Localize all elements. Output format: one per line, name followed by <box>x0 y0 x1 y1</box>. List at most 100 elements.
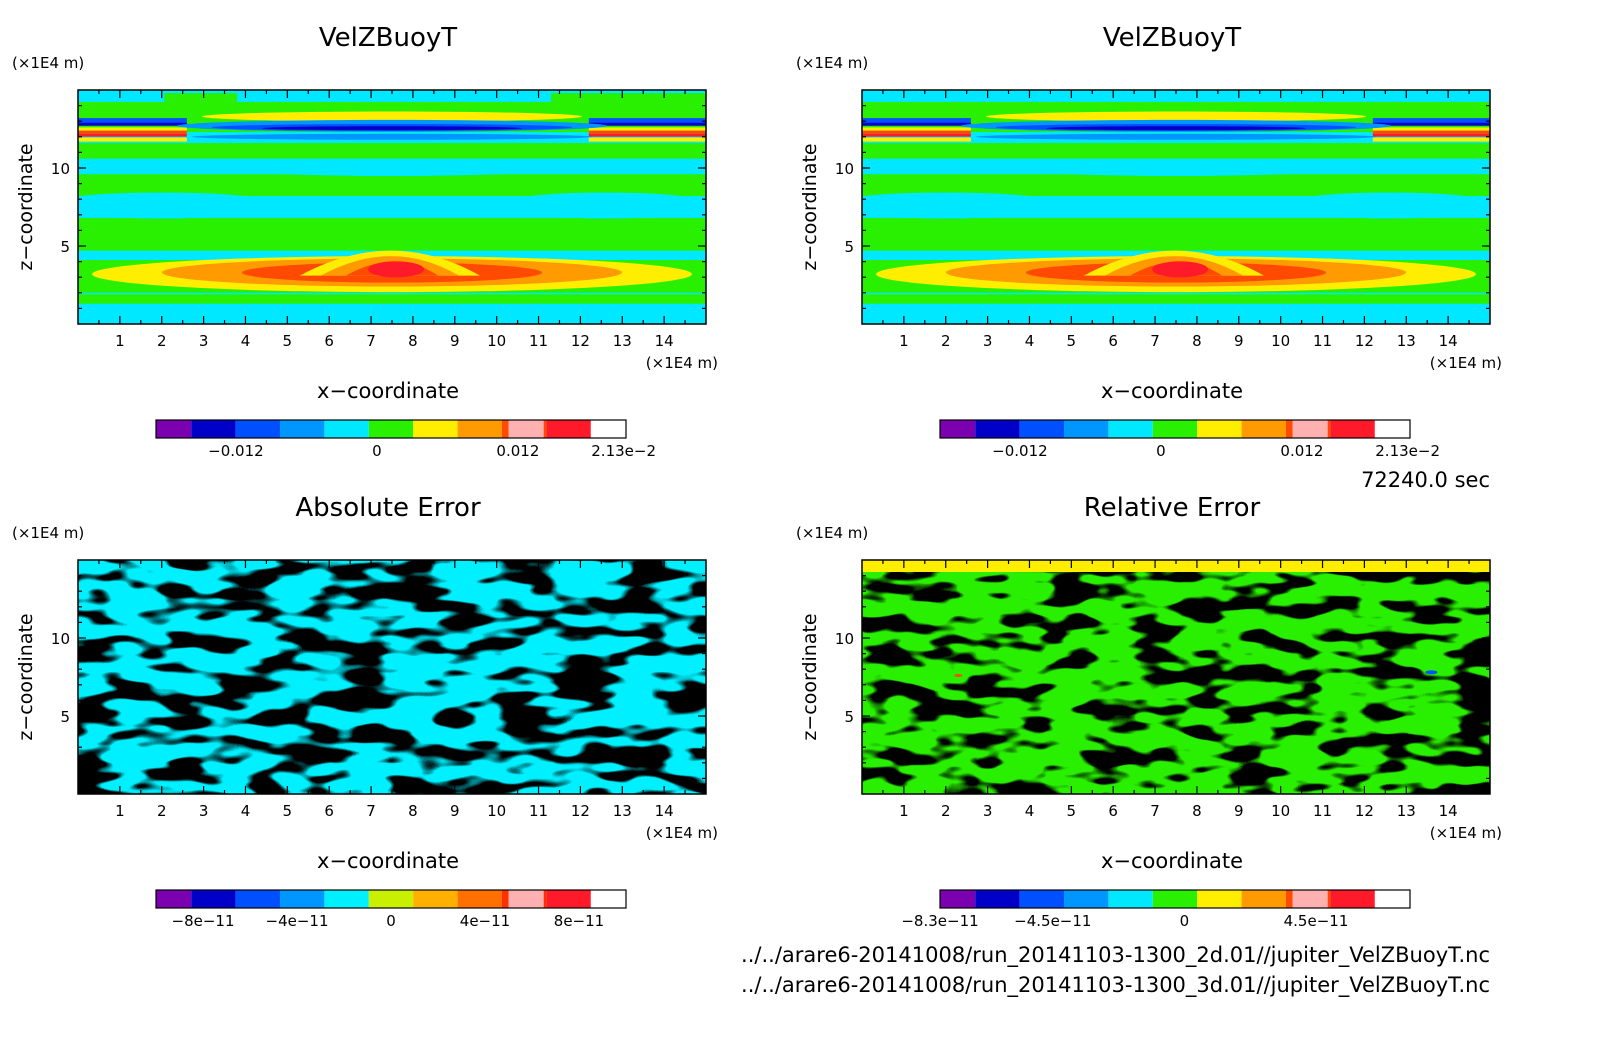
colorbar-label: 4.5e−11 <box>1284 912 1349 930</box>
colorbar-swatch <box>1019 420 1065 438</box>
x-tick-label: 13 <box>613 332 632 350</box>
colorbar-swatch <box>191 890 236 908</box>
x-tick-label: 13 <box>1397 802 1416 820</box>
colorbar-swatch <box>546 890 591 908</box>
colorbar-swatch <box>1108 420 1153 438</box>
y-tick-label: 10 <box>835 630 854 648</box>
colorbar-swatch <box>1064 890 1109 908</box>
x-tick-label: 7 <box>1150 332 1160 350</box>
colorbar: −0.012 0 0.012 2.13e−2 <box>939 419 1440 460</box>
colorbar-swatch <box>508 890 544 908</box>
colorbar: −8.3e−11 −4.5e−11 0 4.5e−11 <box>901 889 1411 930</box>
x-axis-label: x−coordinate <box>1101 379 1243 403</box>
colorbar-label: 0.012 <box>496 442 539 460</box>
x-tick-label: 4 <box>241 332 251 350</box>
x-tick-label: 6 <box>1108 802 1118 820</box>
colorbar-swatch <box>1197 890 1242 908</box>
colorbar-swatch <box>1292 420 1328 438</box>
x-tick-label: 8 <box>1192 332 1202 350</box>
x-tick-label: 10 <box>1271 802 1290 820</box>
x-tick-label: 9 <box>1234 332 1244 350</box>
y-tick-label: 10 <box>51 630 70 648</box>
colorbar: −0.012 0 0.012 2.13e−2 <box>155 419 656 460</box>
x-tick-label: 9 <box>1234 802 1244 820</box>
x-tick-label: 7 <box>366 802 376 820</box>
y-tick-label: 10 <box>835 160 854 178</box>
colorbar-swatch <box>940 420 976 438</box>
x-tick-label: 2 <box>941 802 951 820</box>
x-tick-label: 4 <box>1025 802 1035 820</box>
colorbar-label: −4.5e−11 <box>1014 912 1091 930</box>
chart-title: VelZBuoyT <box>1103 23 1241 53</box>
x-tick-label: 14 <box>1439 332 1458 350</box>
x-tick-label: 3 <box>983 802 993 820</box>
colorbar-swatch <box>1292 890 1328 908</box>
x-tick-label: 5 <box>283 332 293 350</box>
x-tick-label: 5 <box>283 802 293 820</box>
x-tick-label: 10 <box>1271 332 1290 350</box>
colorbar-label: −0.012 <box>208 442 264 460</box>
panel-1: VelZBuoyT(×1E4 m)1 2 3 4 5 6 7 8 9 10 11 12 13 14510(… <box>12 23 718 460</box>
colorbar-label: 0 <box>1156 442 1166 460</box>
colorbar-swatch <box>413 420 458 438</box>
x-tick-label: 9 <box>450 332 460 350</box>
colorbar-swatch <box>280 420 325 438</box>
colorbar-swatch <box>1064 420 1109 438</box>
time-label: 72240.0 sec <box>1361 468 1490 492</box>
y-unit-label: (×1E4 m) <box>796 524 868 542</box>
x-tick-label: 6 <box>324 332 334 350</box>
x-tick-label: 9 <box>450 802 460 820</box>
x-tick-label: 4 <box>1025 332 1035 350</box>
x-tick-label: 13 <box>1397 332 1416 350</box>
colorbar-label: 8e−11 <box>554 912 604 930</box>
y-tick-label: 5 <box>60 708 70 726</box>
colorbar-swatch <box>1152 420 1198 438</box>
colorbar-label: 0 <box>372 442 382 460</box>
colorbar-swatch <box>508 420 544 438</box>
colorbar-swatch <box>413 890 458 908</box>
x-unit-label: (×1E4 m) <box>1430 354 1502 372</box>
colorbar-swatch <box>191 420 236 438</box>
x-axis-label: x−coordinate <box>317 849 459 873</box>
y-unit-label: (×1E4 m) <box>12 524 84 542</box>
x-tick-label: 2 <box>157 802 167 820</box>
colorbar-swatch <box>156 890 192 908</box>
y-unit-label: (×1E4 m) <box>796 54 868 72</box>
colorbar-swatch <box>324 420 369 438</box>
chart-title: Absolute Error <box>295 493 481 523</box>
y-axis-label: z−coordinate <box>15 143 37 270</box>
y-tick-label: 5 <box>844 708 854 726</box>
x-unit-label: (×1E4 m) <box>646 354 718 372</box>
file-path-2d: ../../arare6-20141008/run_20141103-1300_… <box>741 943 1490 967</box>
y-axis-label: z−coordinate <box>799 143 821 270</box>
x-axis-label: x−coordinate <box>1101 849 1243 873</box>
file-path-3d: ../../arare6-20141008/run_20141103-1300_… <box>741 973 1490 997</box>
x-tick-label: 12 <box>571 332 590 350</box>
colorbar-swatch <box>940 890 976 908</box>
colorbar-label: 2.13e−2 <box>1375 442 1440 460</box>
colorbar-swatch <box>235 420 281 438</box>
x-tick-label: 11 <box>529 802 548 820</box>
x-tick-label: 6 <box>1108 332 1118 350</box>
colorbar-swatch <box>324 890 369 908</box>
y-unit-label: (×1E4 m) <box>12 54 84 72</box>
x-tick-label: 4 <box>241 802 251 820</box>
panel-3: Absolute Error(×1E4 m)1 2 3 4 5 6 7 8 9 10 11 12 13 1… <box>12 493 718 930</box>
colorbar-swatch <box>975 420 1020 438</box>
colorbar-swatch <box>457 890 502 908</box>
x-axis-label: x−coordinate <box>317 379 459 403</box>
x-tick-label: 8 <box>408 332 418 350</box>
x-tick-label: 8 <box>1192 802 1202 820</box>
x-tick-label: 12 <box>1355 332 1374 350</box>
colorbar-label: 0 <box>386 912 396 930</box>
x-tick-label: 3 <box>199 332 209 350</box>
colorbar-swatch <box>1330 420 1375 438</box>
chart-title: VelZBuoyT <box>319 23 457 53</box>
x-unit-label: (×1E4 m) <box>1430 824 1502 842</box>
colorbar-label: 0 <box>1180 912 1190 930</box>
colorbar-label: −8.3e−11 <box>901 912 978 930</box>
x-tick-label: 13 <box>613 802 632 820</box>
x-tick-label: 14 <box>655 332 674 350</box>
x-tick-label: 11 <box>529 332 548 350</box>
x-tick-label: 11 <box>1313 802 1332 820</box>
